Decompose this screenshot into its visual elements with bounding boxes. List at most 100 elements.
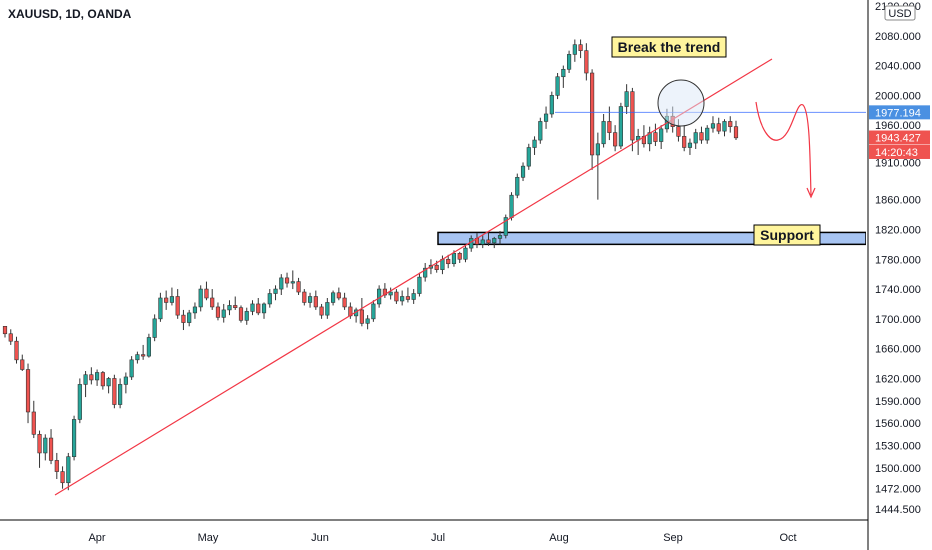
candle-body <box>135 354 140 361</box>
trend-line <box>54 58 773 496</box>
candle-body <box>152 318 157 338</box>
candle-body <box>463 247 468 260</box>
candle <box>636 128 641 155</box>
candle-body <box>561 68 566 78</box>
candle <box>411 289 416 304</box>
candle-body <box>532 139 537 148</box>
candle-body <box>141 354 146 357</box>
candle <box>290 270 295 290</box>
candle-body <box>331 292 336 303</box>
price-label-badge: 1977.194 <box>869 105 930 120</box>
candle-body <box>336 292 341 299</box>
candle-body <box>227 305 232 311</box>
price-axis[interactable] <box>866 0 932 550</box>
candle-body <box>319 306 324 316</box>
x-tick-label: Sep <box>663 532 683 544</box>
y-tick-label: 1960.000 <box>875 120 921 132</box>
candle-body <box>284 277 290 284</box>
candle <box>532 136 537 155</box>
candle-body <box>716 123 721 132</box>
candle-body <box>423 267 428 278</box>
candle <box>653 123 658 147</box>
candle <box>284 272 290 288</box>
candle-body <box>71 419 77 457</box>
candle <box>446 254 451 269</box>
candle <box>215 302 221 321</box>
svg-text:Break the trend: Break the trend <box>618 39 721 55</box>
candle-body <box>676 126 681 137</box>
svg-text:1977.194: 1977.194 <box>875 107 921 119</box>
candle-body <box>492 238 497 244</box>
candle <box>169 287 175 306</box>
y-tick-label: 1740.000 <box>875 284 921 296</box>
candle <box>336 287 341 301</box>
candle-body <box>480 239 485 245</box>
candle <box>607 106 612 141</box>
candle-body <box>584 50 589 74</box>
projection-arrow-icon <box>806 187 816 199</box>
candle-body <box>261 303 267 314</box>
candle <box>457 251 462 263</box>
y-tick-label: 1444.500 <box>875 504 921 516</box>
candle <box>618 102 623 149</box>
y-tick-label: 1860.000 <box>875 195 921 207</box>
candle <box>181 309 186 331</box>
candle-body <box>43 437 48 454</box>
candle <box>331 290 336 306</box>
candle <box>250 300 255 316</box>
candle-body <box>164 297 169 303</box>
candle <box>112 374 117 409</box>
candle-body <box>250 303 255 312</box>
candle <box>687 138 693 155</box>
candle-body <box>129 359 134 378</box>
x-tick-label: Oct <box>779 532 796 544</box>
candle-body <box>520 165 526 178</box>
candle-body <box>31 411 36 435</box>
candle <box>175 289 180 319</box>
candle <box>118 378 123 409</box>
candle <box>14 336 19 364</box>
candle <box>705 125 710 144</box>
projection-path <box>755 101 812 196</box>
candle-body <box>106 378 111 387</box>
candle-body <box>244 311 249 321</box>
candle-body <box>198 288 203 308</box>
candle-body <box>37 434 42 454</box>
y-tick-label: 2040.000 <box>875 61 921 73</box>
candle-body <box>210 297 215 308</box>
candle <box>624 84 629 114</box>
candle-body <box>54 460 59 472</box>
candle <box>526 143 531 170</box>
candle-body <box>307 296 313 303</box>
candle-body <box>83 374 88 385</box>
break-trend-label: Break the trend <box>611 36 727 58</box>
candle <box>20 354 25 372</box>
candle <box>204 281 209 301</box>
candle <box>699 126 704 144</box>
candle <box>273 285 278 301</box>
candle <box>728 116 733 133</box>
break-circle <box>657 79 705 127</box>
candle <box>233 296 238 310</box>
candle-body <box>77 384 82 420</box>
candle <box>555 73 560 100</box>
candle-body <box>659 128 664 142</box>
candle-body <box>192 306 198 314</box>
svg-text:USD: USD <box>888 8 911 20</box>
candle-body <box>25 369 31 413</box>
candle <box>54 452 59 480</box>
candle-body <box>169 296 175 303</box>
currency-badge[interactable]: USD <box>884 5 916 21</box>
candle-body <box>549 95 554 115</box>
candle <box>267 289 272 308</box>
candle-body <box>60 471 65 484</box>
candle <box>578 39 583 59</box>
candle-body <box>233 305 238 308</box>
candle-body <box>394 291 399 302</box>
candle <box>152 314 157 342</box>
candle <box>83 371 88 398</box>
candle <box>405 287 410 303</box>
candle-body <box>238 307 244 321</box>
candle-body <box>313 296 318 308</box>
